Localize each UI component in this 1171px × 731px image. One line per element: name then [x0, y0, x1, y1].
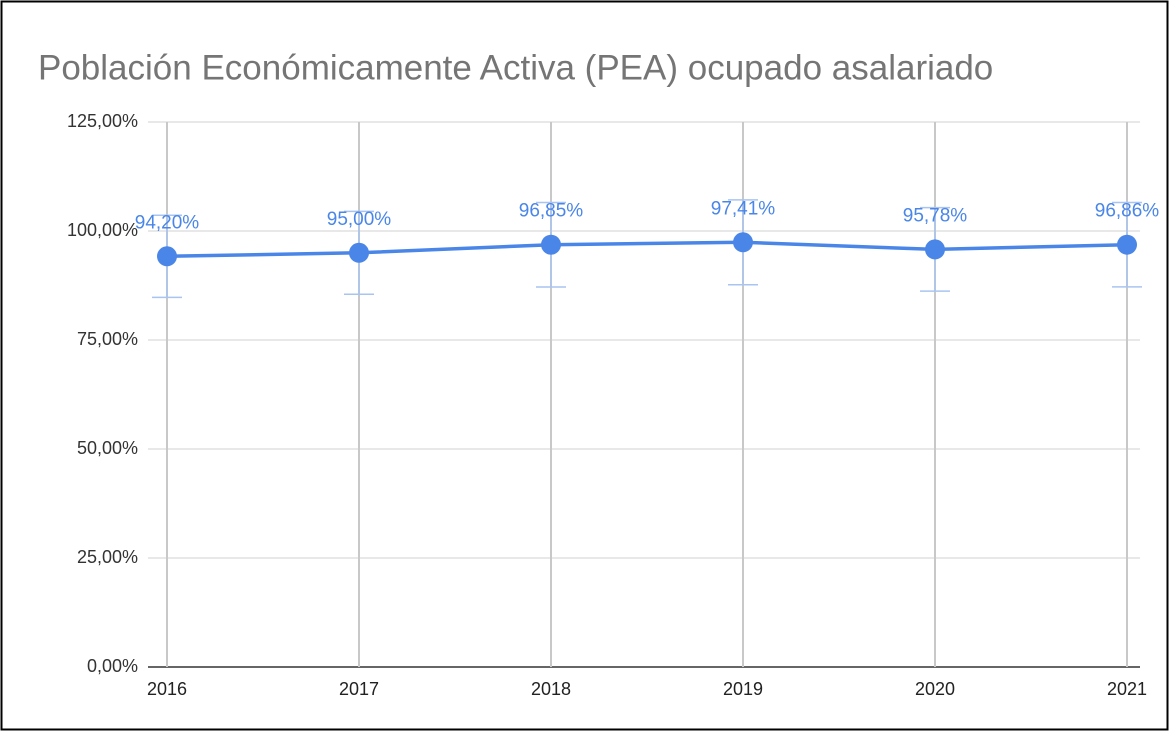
y-tick-label: 75,00%	[77, 329, 138, 349]
point	[1117, 234, 1137, 255]
x-tick-label: 2016	[147, 679, 187, 699]
data-label: 95,00%	[327, 209, 392, 230]
x-tick-label: 2017	[339, 679, 379, 699]
point	[349, 242, 369, 263]
point	[925, 239, 945, 260]
data-label: 96,85%	[519, 201, 584, 222]
data-label: 94,20%	[135, 212, 200, 233]
y-tick-label: 50,00%	[77, 438, 138, 458]
point	[733, 232, 753, 253]
x-tick-label: 2018	[531, 679, 571, 699]
x-tick-label: 2021	[1107, 679, 1147, 699]
y-tick-label: 25,00%	[77, 547, 138, 567]
data-label: 95,78%	[903, 205, 968, 226]
line	[166, 240, 1128, 259]
chart-title: Población Económicamente Activa (PEA) oc…	[38, 48, 993, 87]
y-tick-label: 100,00%	[67, 220, 138, 240]
x-tick-label: 2020	[915, 679, 955, 699]
x-tick-label: 2019	[723, 679, 763, 699]
point	[541, 234, 561, 255]
y-tick-label: 0,00%	[87, 656, 138, 676]
data-label: 97,41%	[711, 198, 776, 219]
data-label: 96,86%	[1095, 201, 1160, 222]
y-tick-label: 125,00%	[67, 111, 138, 131]
point	[157, 246, 177, 267]
